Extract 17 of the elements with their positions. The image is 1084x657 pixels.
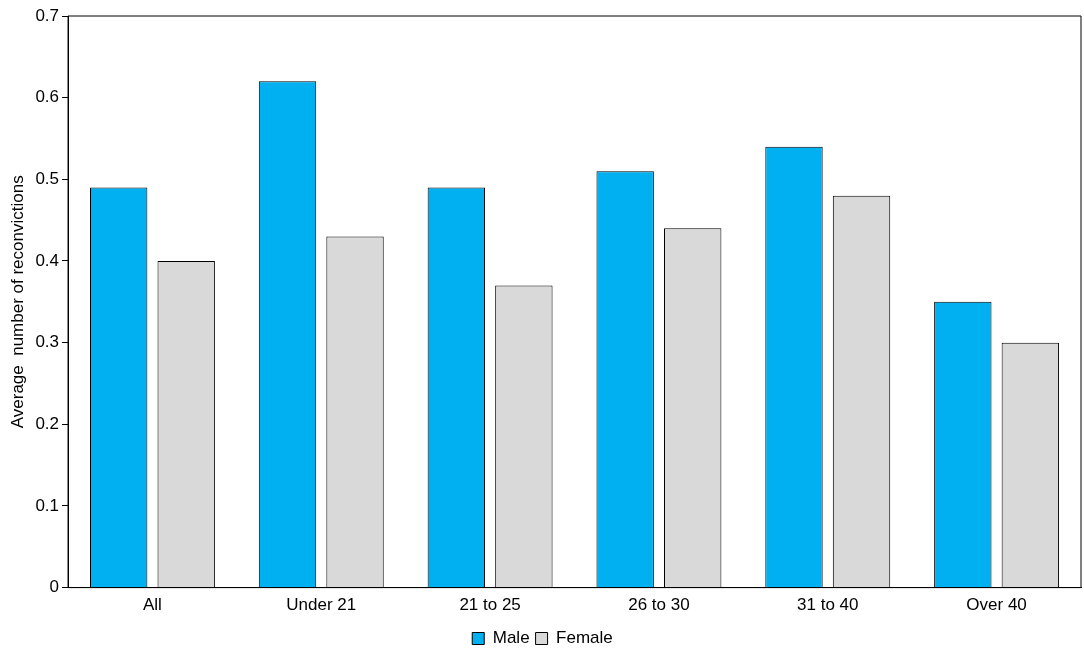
x-tick-label: 31 to 40 [797, 595, 859, 615]
y-tick-label: 0 [49, 577, 60, 597]
legend-label: Female [556, 628, 613, 648]
y-axis-title: Average number of reconvictions [7, 175, 27, 429]
x-tick-label: Under 21 [286, 595, 357, 615]
y-tick-label: 0.5 [35, 169, 60, 188]
y-tick-label: 0.4 [35, 250, 60, 270]
legend-label: Male [492, 628, 530, 648]
x-tick-label: All [142, 595, 162, 615]
y-tick-label: 0.3 [35, 332, 60, 352]
x-tick-label: 26 to 30 [628, 595, 690, 615]
y-tick-label: 0.6 [35, 87, 60, 107]
x-tick-label: 21 to 25 [459, 595, 521, 615]
y-tick-label: 0.2 [35, 413, 60, 433]
y-tick-label: 0.1 [35, 495, 60, 515]
y-tick-label: 0.7 [35, 5, 60, 25]
x-tick-label: Over 40 [966, 595, 1027, 615]
